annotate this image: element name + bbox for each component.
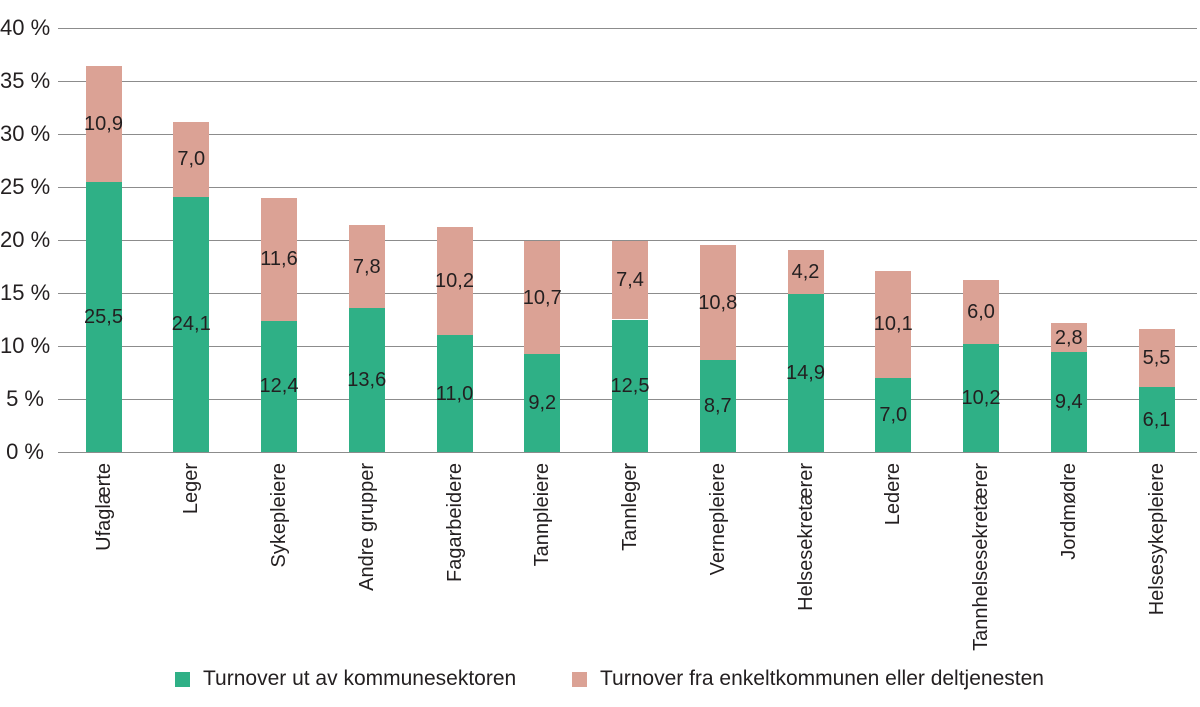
bar-segment-turnover-out	[699, 359, 736, 452]
category-label: Leger	[180, 463, 203, 515]
bar-segment-turnover-out	[612, 319, 648, 452]
value-label-turnover-out: 7,0	[879, 403, 908, 426]
value-label-turnover-internal: 7,8	[352, 255, 381, 278]
bar-segment-turnover-out	[348, 307, 385, 452]
y-axis-tick-label: 35 %	[0, 68, 51, 93]
value-label-turnover-internal: 10,9	[84, 112, 123, 135]
legend-swatch-green	[175, 671, 190, 687]
y-axis-tick-label: 5 %	[6, 386, 44, 411]
value-label-turnover-internal: 10,8	[698, 291, 738, 314]
bar-segment-turnover-internal	[1138, 329, 1175, 388]
y-axis-tick-label: 10 %	[0, 333, 51, 358]
value-label-turnover-out: 24,1	[171, 313, 211, 336]
bar-segment-turnover-out	[1138, 387, 1175, 452]
category-label: Ufaglærte	[92, 463, 115, 551]
value-label-turnover-out: 13,6	[347, 368, 387, 391]
value-label-turnover-internal: 5,5	[1142, 347, 1171, 370]
value-label-turnover-out: 9,4	[1054, 391, 1083, 414]
value-label-turnover-internal: 10,1	[873, 313, 913, 336]
category-label: Tannleger	[619, 463, 641, 551]
value-label-turnover-internal: 10,2	[435, 270, 474, 293]
value-label-turnover-internal: 6,0	[967, 301, 995, 324]
value-label-turnover-internal: 10,7	[522, 286, 562, 309]
gridline	[58, 451, 1197, 453]
category-label: Andre grupper	[355, 463, 378, 591]
bar-segment-turnover-internal	[787, 249, 824, 295]
y-axis-tick-label: 20 %	[0, 227, 51, 252]
value-label-turnover-out: 25,5	[84, 305, 123, 328]
legend-swatch-pink	[572, 671, 587, 687]
value-label-turnover-out: 14,9	[786, 362, 825, 385]
y-axis-tick-label: 0 %	[6, 439, 44, 464]
legend-item-turnover-out: Turnover ut av kommunesektoren	[175, 664, 516, 694]
category-label: Sykepleiere	[268, 463, 290, 568]
gridline	[58, 27, 1197, 29]
bar-segment-turnover-internal	[1050, 322, 1087, 353]
bar-segment-turnover-out	[1050, 352, 1087, 452]
value-label-turnover-internal: 7,4	[616, 269, 644, 292]
bar-segment-turnover-out	[524, 354, 561, 452]
gridline	[58, 186, 1197, 188]
category-label: Ledere	[882, 463, 905, 526]
bar-segment-turnover-out	[85, 181, 122, 452]
value-label-turnover-out: 9,2	[528, 392, 557, 415]
bar-segment-turnover-out	[963, 343, 999, 452]
gridline	[58, 239, 1197, 241]
bar-segment-turnover-internal	[436, 227, 473, 336]
value-label-turnover-internal: 7,0	[177, 148, 206, 171]
bar-segment-turnover-out	[787, 294, 824, 452]
bar-segment-turnover-out	[875, 377, 912, 452]
category-label: Jordmødre	[1057, 463, 1080, 560]
gridline	[58, 133, 1197, 135]
y-axis-tick-label: 15 %	[0, 280, 51, 305]
category-label: Vernepleiere	[706, 463, 729, 576]
legend-label-turnover-internal: Turnover fra enkeltkommunen eller deltje…	[600, 667, 1044, 690]
bar-segment-turnover-internal	[85, 66, 122, 182]
bar-segment-turnover-internal	[261, 197, 297, 321]
bar-segment-turnover-internal	[963, 280, 999, 344]
category-label: Fagarbeidere	[443, 463, 466, 582]
value-label-turnover-out: 10,2	[961, 386, 1001, 409]
value-label-turnover-out: 8,7	[703, 394, 732, 417]
value-label-turnover-internal: 4,2	[791, 260, 820, 283]
legend-label-turnover-out: Turnover ut av kommunesektoren	[203, 667, 517, 690]
bar-segment-turnover-internal	[612, 241, 648, 320]
value-label-turnover-internal: 2,8	[1054, 326, 1083, 349]
value-label-turnover-out: 12,4	[259, 375, 299, 398]
category-label: Tannpleiere	[531, 463, 554, 567]
value-label-turnover-internal: 11,6	[260, 248, 298, 271]
bar-segment-turnover-internal	[524, 241, 561, 355]
value-label-turnover-out: 6,1	[1142, 408, 1171, 431]
bar-segment-turnover-internal	[348, 225, 385, 308]
value-label-turnover-out: 12,5	[610, 374, 650, 397]
y-axis-tick-label: 30 %	[0, 121, 51, 146]
bar-segment-turnover-internal	[875, 270, 912, 378]
bar-segment-turnover-internal	[699, 245, 736, 360]
category-label: Helsesekretærer	[794, 463, 817, 611]
bar-segment-turnover-out	[173, 196, 210, 452]
y-axis-tick-label: 25 %	[0, 174, 51, 199]
category-label: Helsesykepleiere	[1145, 463, 1168, 616]
bar-segment-turnover-out	[436, 335, 473, 452]
legend-item-turnover-internal: Turnover fra enkeltkommunen eller deltje…	[572, 664, 1044, 694]
bar-segment-turnover-internal	[173, 122, 210, 197]
category-label: Tannhelsesekretærer	[970, 463, 992, 651]
y-axis-tick-label: 40 %	[0, 15, 51, 40]
gridline	[58, 80, 1197, 82]
value-label-turnover-out: 11,0	[435, 382, 474, 405]
bar-segment-turnover-out	[261, 320, 297, 452]
